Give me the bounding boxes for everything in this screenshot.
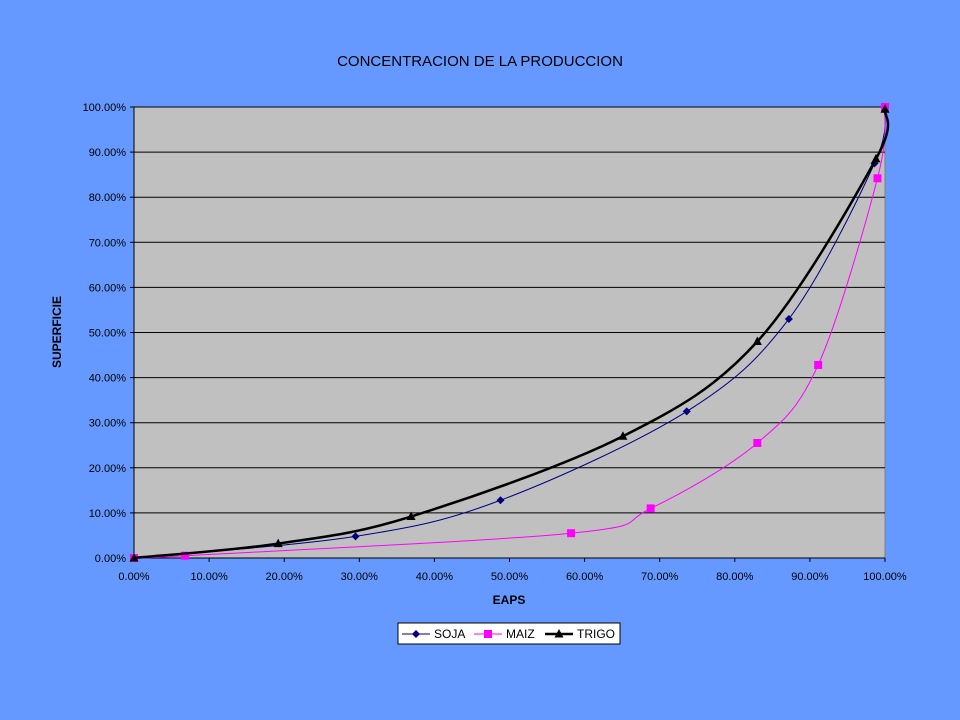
x-tick-label: 50.00% [491,571,529,583]
y-tick-label: 10.00% [89,508,127,520]
data-point-trigo [752,336,762,346]
legend: SOJA MAIZ TRIGO [397,622,621,645]
legend-marker-trigo [554,629,564,638]
y-tick-label: 90.00% [89,147,127,159]
legend-item-maiz: MAIZ [474,627,535,641]
x-tick-label: 10.00% [190,571,228,583]
x-tick-label: 0.00% [118,571,149,583]
legend-marker-soja [412,630,420,638]
x-axis-tick-labels: 0.00% 10.00% 20.00% 30.00% 40.00% 50.00% 60.00… [118,571,907,583]
x-tick-label: 40.00% [416,571,454,583]
data-point-soja [784,314,793,323]
y-tick-label: 30.00% [89,418,127,430]
series-line-soja [133,106,886,559]
data-point-soja [351,532,360,541]
data-point-trigo [880,104,890,113]
data-point-maiz [814,360,823,369]
chart-title: CONCENTRACION DE LA PRODUCCION [337,53,623,70]
gridlines [134,106,885,514]
y-tick-label: 70.00% [89,237,127,249]
y-tick-label: 20.00% [89,463,127,475]
data-point-soja [682,407,691,416]
data-point-maiz [873,174,882,183]
x-tick-label: 80.00% [716,571,754,583]
x-tick-label: 30.00% [341,571,379,583]
y-tick-label: 60.00% [89,282,127,294]
legend-label-maiz: MAIZ [506,627,535,641]
series-trigo [129,104,890,562]
legend-marker-maiz [484,630,492,638]
data-point-trigo [406,511,416,521]
legend-label-soja: SOJA [434,627,465,641]
data-point-trigo [871,153,881,163]
y-axis-title: SUPERFICIE [50,296,64,368]
y-tick-label: 0.00% [95,553,126,565]
data-point-maiz [753,438,762,447]
data-point-trigo [273,538,283,548]
x-tick-label: 100.00% [863,571,907,583]
data-point-soja [496,496,505,505]
axes [130,106,886,562]
x-tick-label: 90.00% [791,571,829,583]
y-tick-label: 80.00% [89,192,127,204]
x-axis-title: EAPS [493,593,526,607]
data-point-maiz [646,504,655,513]
legend-label-trigo: TRIGO [577,627,615,641]
legend-items: SOJA MAIZ TRIGO [402,627,615,641]
series-line-maiz [133,106,886,559]
x-tick-label: 60.00% [566,571,604,583]
x-tick-label: 70.00% [641,571,679,583]
x-tick-label: 20.00% [266,571,304,583]
legend-box [397,622,621,645]
data-point-maiz [567,529,576,538]
legend-item-soja: SOJA [402,627,465,641]
data-point-trigo [129,553,139,562]
y-tick-label: 50.00% [89,328,127,340]
y-axis-tick-labels: 0.00% 10.00% 20.00% 30.00% 40.00% 50.00% 60.00… [83,102,127,565]
data-point-maiz [181,551,190,560]
y-tick-label: 40.00% [89,373,127,385]
data-point-trigo [618,431,628,440]
y-tick-label: 100.00% [83,102,127,114]
legend-item-trigo: TRIGO [545,627,615,641]
series-layer [129,103,890,562]
